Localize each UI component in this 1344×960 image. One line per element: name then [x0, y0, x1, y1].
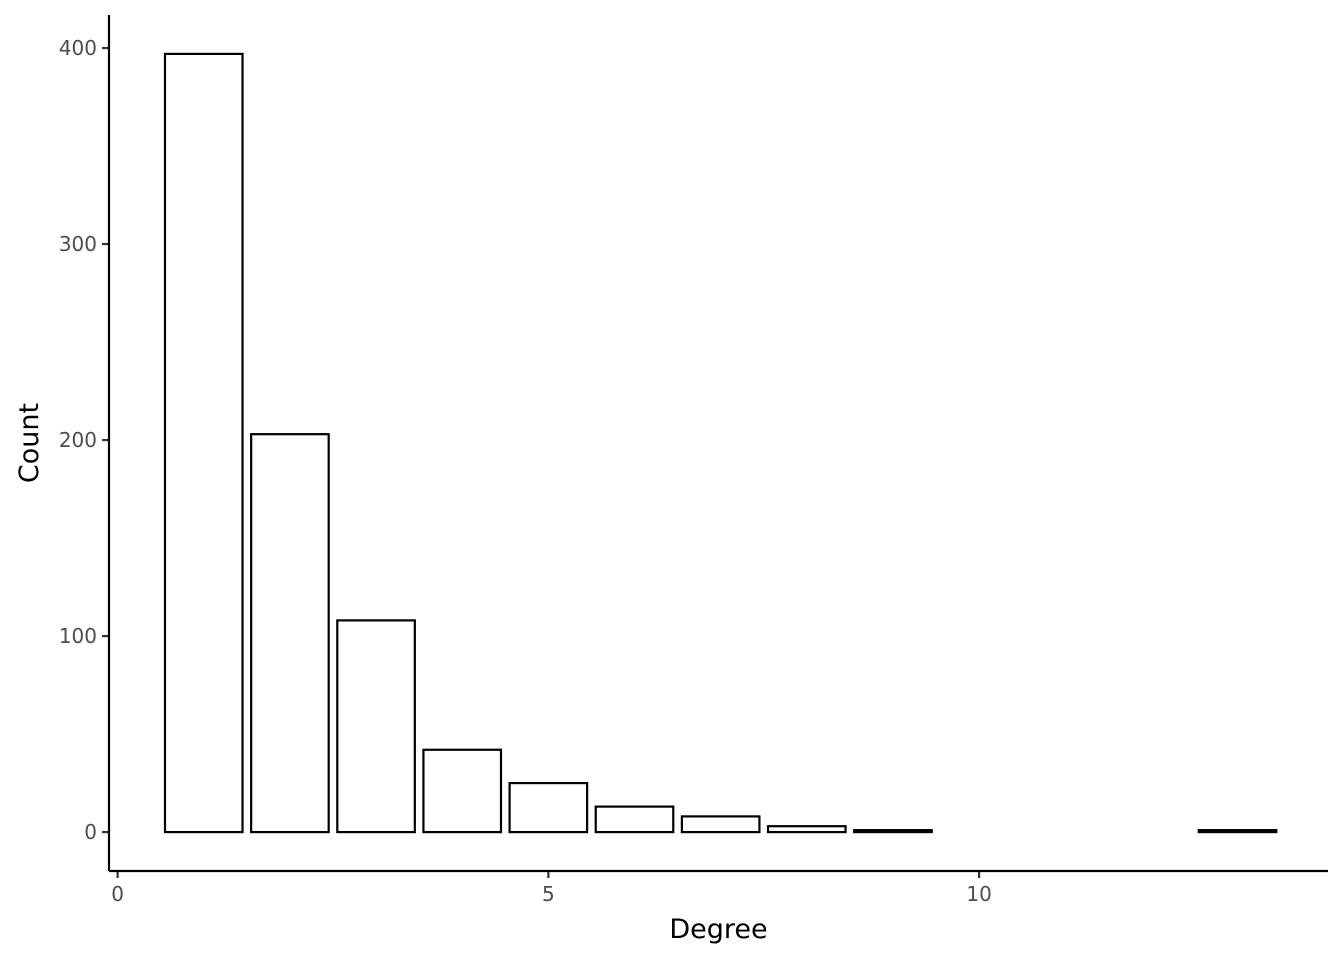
bar-degree-1 [163, 52, 244, 834]
bars-group [163, 52, 1278, 834]
bar-degree-13 [1197, 829, 1278, 834]
x-tick-label: 0 [111, 882, 124, 906]
x-axis-title: Degree [669, 914, 767, 945]
y-tick-label: 200 [59, 428, 97, 452]
bar-degree-6 [594, 805, 675, 834]
y-axis-ticks: 0 100 200 300 400 [59, 36, 109, 844]
bar-degree-5 [508, 781, 589, 834]
bar-degree-4 [422, 748, 503, 834]
x-tick-label: 10 [966, 882, 991, 906]
y-tick-label: 300 [59, 232, 97, 256]
bar-degree-3 [336, 619, 416, 834]
bar-degree-2 [250, 433, 330, 834]
x-tick-label: 5 [542, 882, 555, 906]
y-tick-label: 100 [59, 624, 97, 648]
y-axis-title: Count [14, 403, 45, 483]
x-axis-ticks: 0 5 10 [111, 871, 992, 906]
bar-degree-8 [766, 825, 847, 834]
bar-degree-7 [680, 815, 761, 834]
y-tick-label: 0 [84, 820, 97, 844]
bar-degree-9 [853, 829, 933, 834]
y-tick-label: 400 [59, 36, 97, 60]
